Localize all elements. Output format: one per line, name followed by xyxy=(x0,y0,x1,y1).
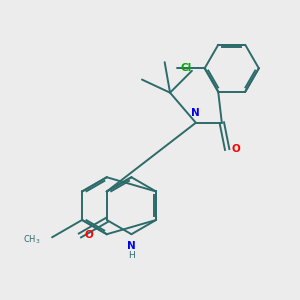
Text: O: O xyxy=(84,230,93,241)
Text: CH$_3$: CH$_3$ xyxy=(23,233,41,246)
Text: Cl: Cl xyxy=(181,63,192,73)
Text: N: N xyxy=(191,108,200,118)
Text: O: O xyxy=(232,145,240,154)
Text: H: H xyxy=(128,251,135,260)
Text: N: N xyxy=(127,241,136,251)
